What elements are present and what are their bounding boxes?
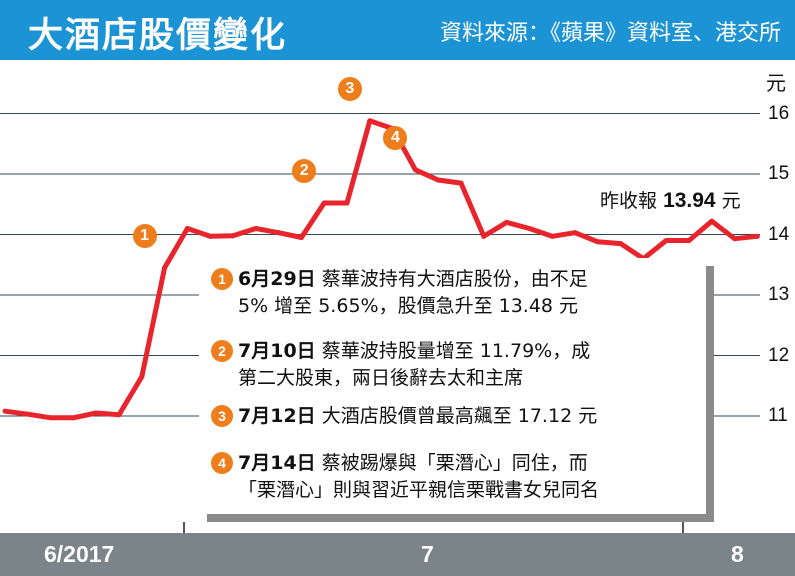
x-axis-bar: 6/2017 7 8 <box>0 533 795 576</box>
data-point-14 <box>321 200 327 206</box>
y-tick-14: 14 <box>768 223 790 245</box>
y-tick-15: 15 <box>768 163 790 184</box>
data-point-21 <box>481 233 487 239</box>
data-point-1 <box>25 411 31 417</box>
annotation-1-line1: 蔡華波持有大酒店股份，由不足 <box>321 268 588 290</box>
annotation-4-badge: 4 <box>211 452 233 474</box>
annotation-4-date: 7月14日 <box>238 452 316 474</box>
data-point-11 <box>253 225 259 231</box>
event-marker-4: 4 <box>383 125 408 150</box>
data-point-24 <box>549 233 555 239</box>
annotation-1-date: 6月29日 <box>238 268 316 290</box>
y-tick-11: 11 <box>768 405 788 426</box>
y-tick-12: 12 <box>768 344 790 366</box>
data-point-25 <box>572 230 578 236</box>
price-line <box>4 118 758 421</box>
y-tick-16: 16 <box>768 102 790 124</box>
annotation-1-badge: 1 <box>211 268 233 290</box>
last-close-note: 昨收報 13.94 元 <box>600 186 741 213</box>
data-point-22 <box>504 219 510 225</box>
data-point-15 <box>344 200 350 206</box>
annotation-1: 1 6月29日 蔡華波持有大酒店股份，由不足 5% 增至 5.65%，股價急升至 … <box>211 266 701 320</box>
data-point-12 <box>276 230 282 236</box>
data-point-8 <box>184 225 190 231</box>
data-point-27 <box>618 241 624 247</box>
y-tick-13: 13 <box>768 284 790 305</box>
annotation-3-badge: 3 <box>211 405 233 427</box>
annotation-4-line1: 蔡被踢爆與「栗潛心」同住，而 <box>321 452 588 474</box>
data-point-10 <box>230 233 236 239</box>
chart-plot <box>0 113 760 533</box>
data-point-0 <box>2 408 8 414</box>
data-point-13 <box>298 235 304 241</box>
y-axis-unit: 元 <box>766 71 786 95</box>
chart-title: 大酒店股價變化 <box>28 16 288 56</box>
data-point-6 <box>139 374 145 380</box>
data-point-29 <box>663 238 669 244</box>
data-point-16 <box>367 118 373 124</box>
annotation-3: 3 7月12日 大酒店股價曾最高飆至 17.12 元 <box>211 403 701 430</box>
annotation-1-line2: 5% 增至 5.65%，股價急升至 13.48 元 <box>238 295 579 317</box>
last-close-label: 昨收報 <box>600 190 658 212</box>
annotation-2-date: 7月10日 <box>238 340 316 362</box>
data-point-23 <box>526 225 532 231</box>
data-point-5 <box>116 412 122 418</box>
annotation-2-badge: 2 <box>211 340 233 362</box>
data-point-19 <box>435 177 441 183</box>
x-label-jul: 7 <box>421 541 434 567</box>
annotation-2-line2: 第二大股東，兩日後辭去太和主席 <box>238 367 524 389</box>
annotation-box: 1 6月29日 蔡華波持有大酒店股份，由不足 5% 增至 5.65%，股價急升至 … <box>199 258 706 514</box>
annotation-4-line2: 「栗潛心」則與習近平親信栗戰書女兒同名 <box>238 479 600 501</box>
data-point-3 <box>70 415 76 421</box>
data-point-9 <box>207 233 213 239</box>
data-point-26 <box>595 239 601 245</box>
event-marker-3: 3 <box>337 76 362 101</box>
annotation-2-line1: 蔡華波持股量增至 11.79%，成 <box>321 340 591 362</box>
data-point-30 <box>686 238 692 244</box>
event-marker-1: 1 <box>132 223 157 248</box>
header-bar: 大酒店股價變化 資料來源：《蘋果》資料室、港交所 <box>0 0 795 60</box>
annotation-3-date: 7月12日 <box>238 405 316 427</box>
source-note: 資料來源：《蘋果》資料室、港交所 <box>439 21 781 46</box>
data-point-4 <box>93 410 99 416</box>
data-point-2 <box>48 415 54 421</box>
data-point-32 <box>732 236 738 242</box>
annotation-4: 4 7月14日 蔡被踢爆與「栗潛心」同住，而 「栗潛心」則與習近平親信栗戰書女兒同… <box>211 450 701 504</box>
last-close-unit: 元 <box>721 190 741 212</box>
data-point-20 <box>458 180 464 186</box>
event-marker-2: 2 <box>292 159 317 184</box>
x-label-jun: 6/2017 <box>44 541 115 567</box>
data-point-33 <box>754 233 760 239</box>
annotation-2: 2 7月10日 蔡華波持股量增至 11.79%，成 第二大股東，兩日後辭去太和主席 <box>211 338 701 392</box>
data-point-31 <box>709 218 715 224</box>
last-close-value: 13.94 <box>663 189 716 212</box>
data-point-7 <box>162 265 168 271</box>
annotation-3-line1: 大酒店股價曾最高飆至 17.12 元 <box>321 405 598 427</box>
data-point-18 <box>412 167 418 173</box>
x-label-aug: 8 <box>731 541 744 567</box>
